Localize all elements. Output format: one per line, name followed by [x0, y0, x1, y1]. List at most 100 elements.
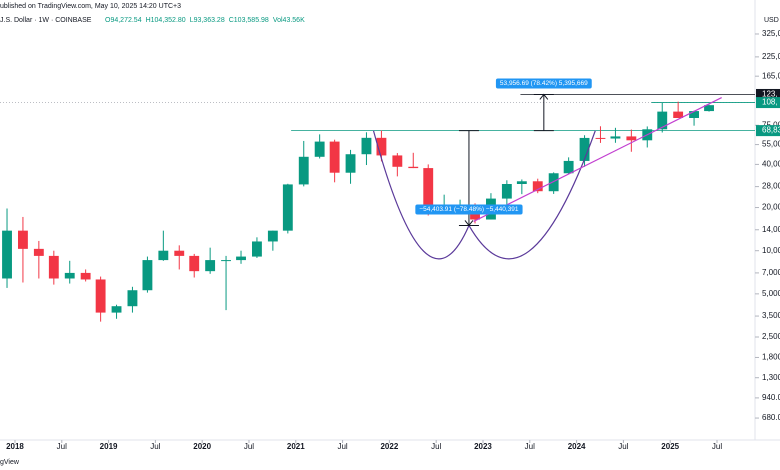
candle-body — [423, 168, 434, 209]
x-tick-label: Jul — [337, 442, 347, 451]
y-tick-label: 940.00 — [762, 393, 780, 402]
candle-body — [314, 141, 325, 157]
y-tick-label: 40,000 — [762, 160, 780, 169]
x-tick-label: Jul — [712, 442, 722, 451]
levels — [0, 94, 755, 132]
candle-body — [657, 111, 668, 130]
candle-body — [392, 155, 403, 167]
candle-body — [221, 260, 231, 262]
candle-body — [704, 105, 714, 112]
ohlc-value: O94,272.54 — [105, 17, 142, 24]
y-tick-label: 325,000 — [762, 29, 780, 38]
arrow-head — [464, 220, 474, 227]
ohlc-value: C103,585.98 — [229, 17, 269, 24]
y-tick-label: 28,000 — [762, 182, 780, 191]
y-tick-label: 10,000 — [762, 246, 780, 255]
candle-body — [252, 241, 262, 257]
x-tick-label: 2022 — [380, 442, 398, 451]
currency: USD — [764, 17, 779, 24]
level-box — [756, 88, 780, 100]
candle-body — [48, 255, 59, 279]
x-tick-label: 2018 — [6, 442, 24, 451]
candle-body — [376, 137, 387, 156]
candle-body — [408, 166, 419, 169]
candle-body — [33, 248, 44, 256]
candle-body — [361, 137, 372, 155]
candle-body — [95, 279, 106, 313]
ohlc-value: H104,352.80 — [146, 17, 186, 24]
candle-body — [236, 256, 246, 261]
y-tick-label: 165,000 — [762, 71, 780, 80]
y-tick-label: 14,000 — [762, 225, 780, 234]
candle-body — [158, 250, 169, 261]
candle-body — [563, 160, 574, 174]
ohlc-value: Vol43.56K — [273, 17, 305, 24]
candle-body — [267, 230, 278, 242]
x-tick-label: Jul — [244, 442, 254, 451]
measure-box — [415, 204, 523, 215]
candle-body — [329, 141, 340, 173]
candle-body — [80, 272, 91, 280]
x-tick-label: 2020 — [193, 442, 211, 451]
x-tick-label: 2021 — [287, 442, 305, 451]
y-tick-label: 20,000 — [762, 203, 780, 212]
candle-body — [345, 154, 356, 173]
candle-body — [17, 230, 28, 249]
x-tick-label: 2023 — [474, 442, 492, 451]
candle-body — [595, 137, 606, 139]
x-tick-label: Jul — [618, 442, 628, 451]
candle-body — [298, 156, 309, 185]
candle-body — [516, 181, 527, 184]
footer: gView — [0, 459, 20, 466]
symbol: J.S. Dollar · 1W · COINBASE — [0, 17, 92, 24]
x-tick-label: Jul — [431, 442, 441, 451]
x-tick-label: 2025 — [661, 442, 679, 451]
measure-label: −54,403.91 (−78.48%) −5,440,391 — [415, 204, 523, 215]
y-tick-label: 2,500 — [762, 332, 780, 341]
candle-body — [142, 260, 153, 291]
candle-body — [579, 137, 590, 161]
candle-body — [689, 111, 699, 118]
candle-body — [205, 260, 216, 272]
ohlc-value: L93,363.28 — [190, 17, 225, 24]
candle-body — [111, 306, 122, 313]
candle-body — [2, 230, 12, 279]
candle-body — [610, 136, 621, 139]
candle-body — [532, 181, 543, 192]
y-tick-label: 3,500 — [762, 311, 780, 320]
candle-body — [174, 250, 185, 256]
measure-label: 53,956.69 (78.42%) 5,395,669 — [495, 78, 592, 89]
arrow-head — [539, 93, 549, 100]
measure-text: −54,403.91 (−78.48%) −5,440,391 — [419, 206, 519, 213]
candle-body — [626, 136, 637, 141]
y-tick-label: 225,000 — [762, 52, 780, 61]
x-tick-label: Jul — [525, 442, 535, 451]
y-tick-label: 680.00 — [762, 413, 780, 422]
candle-body — [548, 173, 559, 192]
measure-box — [495, 78, 592, 89]
trendline — [473, 97, 722, 222]
published: ublished on TradingView.com, May 10, 202… — [0, 3, 181, 10]
y-tick-label: 7,000 — [762, 268, 780, 277]
candle-body — [282, 184, 293, 231]
y-tick-label: 75,000 — [762, 120, 780, 129]
y-tick-label: 1,800 — [762, 353, 780, 362]
level-box — [756, 125, 780, 137]
level-label: 108, — [762, 98, 778, 107]
candle-body — [64, 272, 75, 279]
y-tick-label: 1,300 — [762, 373, 780, 382]
candle-body — [673, 111, 684, 118]
candle-body — [501, 183, 512, 199]
y-tick-label: 5,000 — [762, 289, 780, 298]
level-label: 68,83 — [762, 126, 780, 135]
candle-body — [127, 290, 138, 307]
measure-text: 53,956.69 (78.42%) 5,395,669 — [500, 80, 588, 87]
x-tick-label: Jul — [150, 442, 160, 451]
x-tick-label: 2019 — [100, 442, 118, 451]
candle-body — [189, 255, 200, 272]
level-box — [756, 97, 780, 109]
x-tick-label: Jul — [57, 442, 67, 451]
y-tick-label: 55,000 — [762, 140, 780, 149]
